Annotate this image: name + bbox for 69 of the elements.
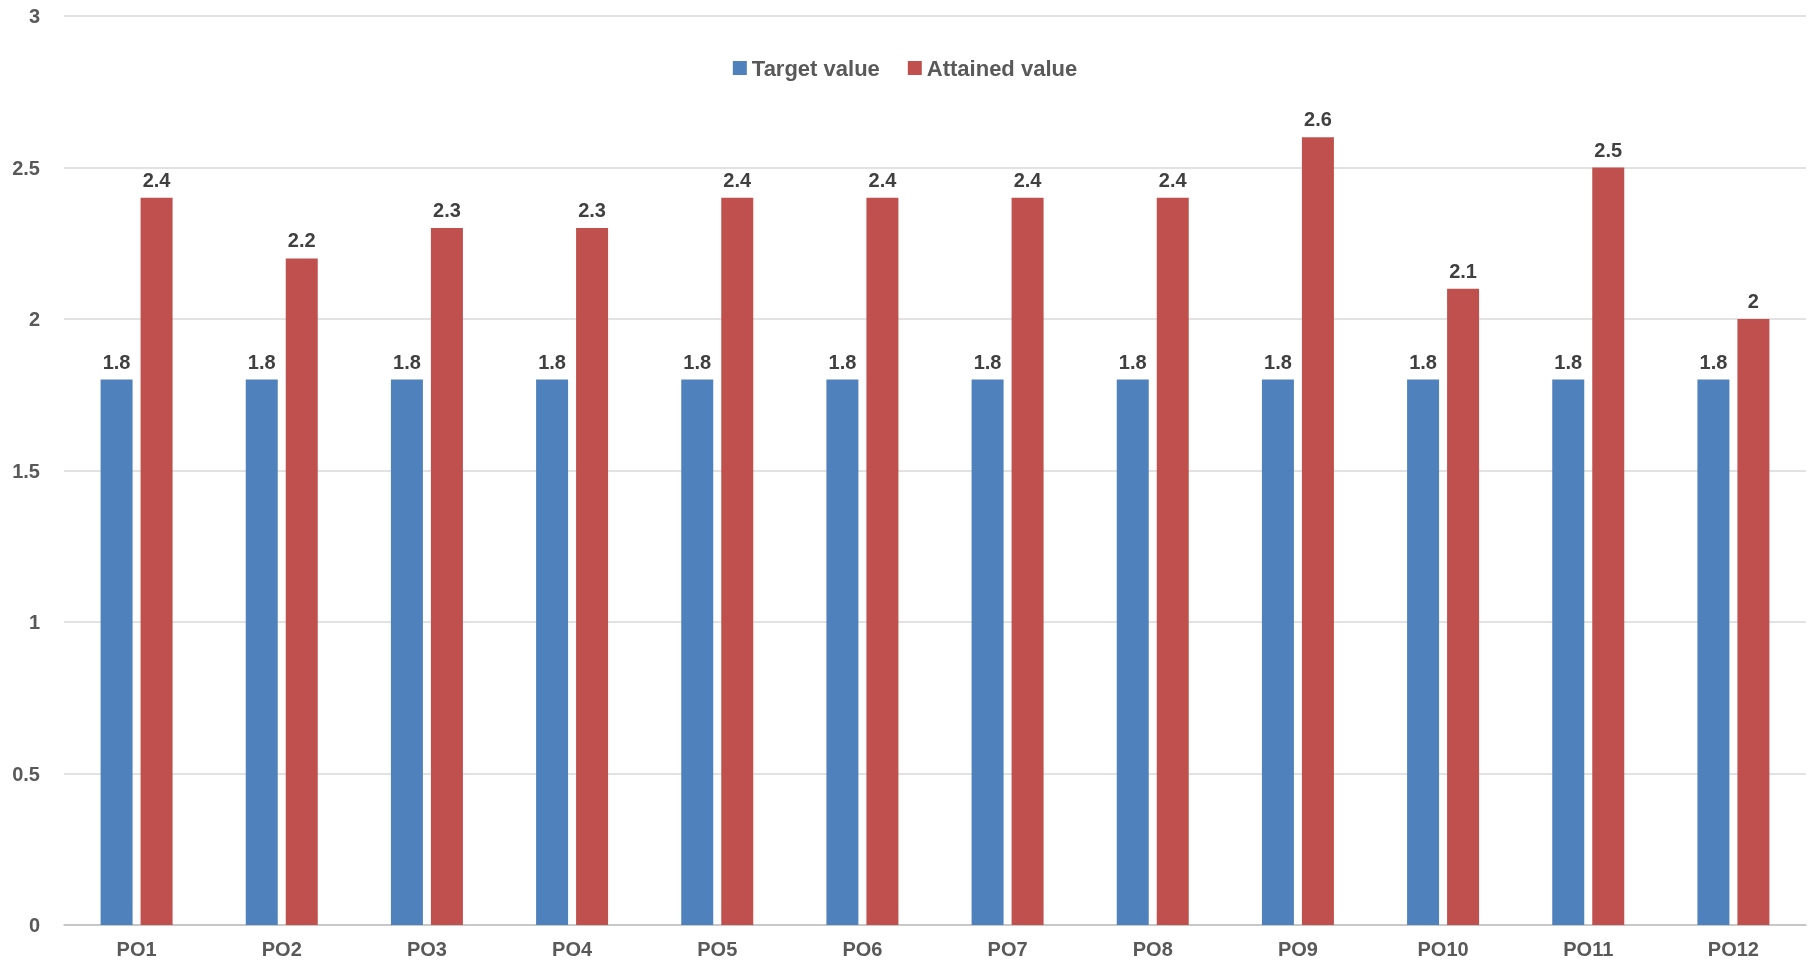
bar — [1447, 288, 1480, 925]
bar — [721, 197, 754, 925]
data-label: 1.8 — [538, 350, 566, 373]
legend-label: Target value — [751, 55, 880, 81]
bar — [866, 197, 899, 925]
bar — [100, 379, 133, 925]
bar — [1737, 319, 1770, 925]
x-tick-label: PO4 — [552, 938, 593, 960]
data-label: 2.3 — [578, 199, 606, 222]
data-label: 2.5 — [1594, 138, 1623, 161]
data-label: 1.8 — [1409, 350, 1437, 373]
data-label: 1.8 — [393, 350, 421, 373]
data-label: 1.8 — [1264, 350, 1292, 373]
data-label: 2.4 — [142, 168, 172, 191]
bar — [1552, 379, 1585, 925]
y-tick-label: 0.5 — [12, 762, 40, 785]
bar — [971, 379, 1004, 925]
x-tick-label: PO2 — [261, 938, 302, 960]
bar — [681, 379, 714, 925]
bar — [1301, 137, 1334, 925]
data-label: 2.4 — [1013, 168, 1043, 191]
bar — [390, 379, 423, 925]
y-tick-label: 0 — [28, 914, 40, 936]
x-tick-label: PO6 — [842, 938, 883, 960]
data-label: 2.3 — [433, 199, 461, 222]
bar — [140, 197, 173, 925]
data-label: 2.4 — [868, 168, 898, 191]
x-tick-label: PO1 — [116, 938, 157, 960]
bar — [285, 258, 318, 925]
x-tick-label: PO8 — [1132, 938, 1173, 960]
data-label: 2.2 — [287, 229, 316, 252]
bar — [576, 228, 609, 925]
data-label: 1.8 — [683, 350, 712, 373]
data-label: 1.8 — [1699, 350, 1728, 373]
x-tick-label: PO3 — [406, 938, 447, 960]
x-tick-label: PO5 — [697, 938, 738, 960]
bar — [1407, 379, 1440, 925]
bar — [430, 228, 463, 925]
bar — [245, 379, 278, 925]
bar — [1261, 379, 1294, 925]
data-label: 1.8 — [1554, 350, 1583, 373]
x-tick-label: PO10 — [1417, 938, 1469, 960]
x-tick-label: PO9 — [1277, 938, 1318, 960]
y-tick-label: 2.5 — [12, 156, 40, 179]
data-label: 1.8 — [973, 350, 1002, 373]
bar — [1011, 197, 1044, 925]
y-tick-label: 3 — [28, 5, 40, 27]
data-label: 1.8 — [1118, 350, 1147, 373]
data-label: 1.8 — [247, 350, 276, 373]
data-label: 2.1 — [1449, 259, 1477, 282]
data-label: 2 — [1747, 290, 1759, 312]
y-tick-label: 1 — [28, 611, 40, 633]
x-tick-label: PO12 — [1707, 938, 1759, 960]
bar — [1592, 167, 1625, 925]
bar — [1156, 197, 1189, 925]
y-tick-label: 1.5 — [12, 459, 40, 482]
x-tick-label: PO7 — [987, 938, 1028, 960]
data-label: 2.4 — [1158, 168, 1188, 191]
legend-label: Attained value — [926, 55, 1078, 81]
bar — [1116, 379, 1149, 925]
y-tick-label: 2 — [28, 308, 40, 330]
bar — [536, 379, 569, 925]
data-label: 2.6 — [1304, 108, 1332, 131]
data-label: 1.8 — [102, 350, 131, 373]
bar — [826, 379, 859, 925]
bar — [1697, 379, 1730, 925]
data-label: 2.4 — [723, 168, 753, 191]
data-label: 1.8 — [828, 350, 857, 373]
x-tick-label: PO11 — [1563, 938, 1614, 960]
